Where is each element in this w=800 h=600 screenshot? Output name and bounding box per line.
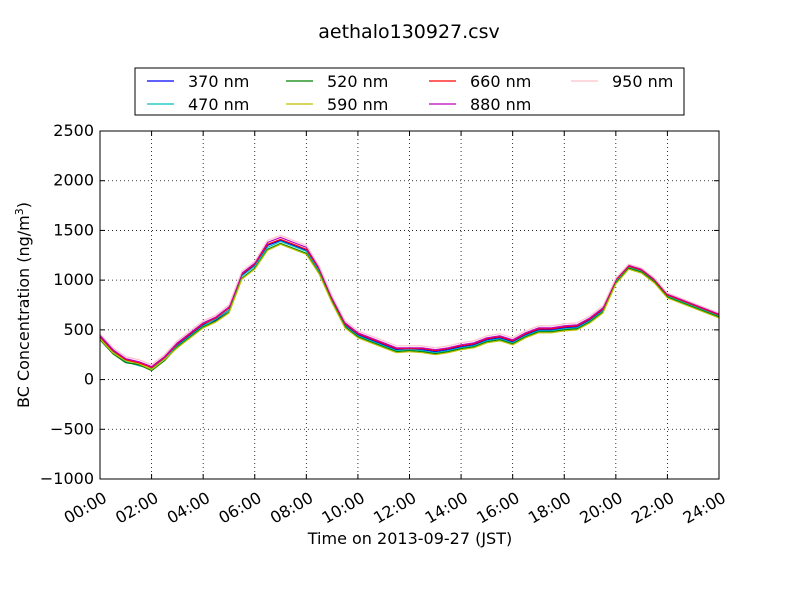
y-tick-label: 1500 xyxy=(53,220,94,239)
legend-box xyxy=(134,67,685,116)
legend-label: 660 nm xyxy=(470,72,531,91)
series-lines xyxy=(99,234,720,372)
y-tick-label: 500 xyxy=(63,320,94,339)
legend-label: 950 nm xyxy=(612,72,673,91)
x-tick-label: 02:00 xyxy=(112,488,161,528)
legend-label: 470 nm xyxy=(188,95,249,114)
plot-area xyxy=(100,131,719,479)
y-axis-label-close: ) xyxy=(14,202,33,208)
legend: 370 nm 470 nm 520 nm 590 nm 660 nm 880 nm 950 … xyxy=(134,67,685,116)
x-tick-label: 24:00 xyxy=(680,488,729,528)
y-axis-label-main: BC Concentration (ng/m xyxy=(14,215,33,408)
x-tick-label: 08:00 xyxy=(267,488,316,528)
chart-title: aethalo130927.csv xyxy=(318,21,500,43)
series-line-950-nm xyxy=(99,234,720,366)
x-tick-label: 06:00 xyxy=(215,488,264,528)
x-tick-label: 16:00 xyxy=(473,488,522,528)
y-tick-label: 2500 xyxy=(53,121,94,140)
x-tick-label: 00:00 xyxy=(61,488,110,528)
x-tick-label: 04:00 xyxy=(164,488,213,528)
y-axis-label-superscript: 3 xyxy=(13,208,26,215)
x-tick-label: 20:00 xyxy=(576,488,625,528)
series-line-520-nm xyxy=(99,242,720,372)
legend-label: 370 nm xyxy=(188,72,249,91)
x-tick-label: 14:00 xyxy=(422,488,471,528)
legend-label: 590 nm xyxy=(327,95,388,114)
y-tick-label: 0 xyxy=(84,370,94,389)
series-line-470-nm xyxy=(99,240,720,370)
x-tick-label: 22:00 xyxy=(628,488,677,528)
x-tick-label: 10:00 xyxy=(318,488,367,528)
x-tick-label: 18:00 xyxy=(525,488,574,528)
y-tick-label: −500 xyxy=(50,419,94,438)
legend-label: 880 nm xyxy=(470,95,531,114)
x-tick-label: 12:00 xyxy=(370,488,419,528)
y-tick-label: 2000 xyxy=(53,171,94,190)
series-line-590-nm xyxy=(99,243,720,371)
legend-label: 520 nm xyxy=(327,72,388,91)
y-tick-label: 1000 xyxy=(53,270,94,289)
y-tick-label: −1000 xyxy=(40,469,94,488)
y-axis-label: BC Concentration (ng/m3) xyxy=(13,202,33,408)
x-axis-label: Time on 2013-09-27 (JST) xyxy=(307,529,512,548)
